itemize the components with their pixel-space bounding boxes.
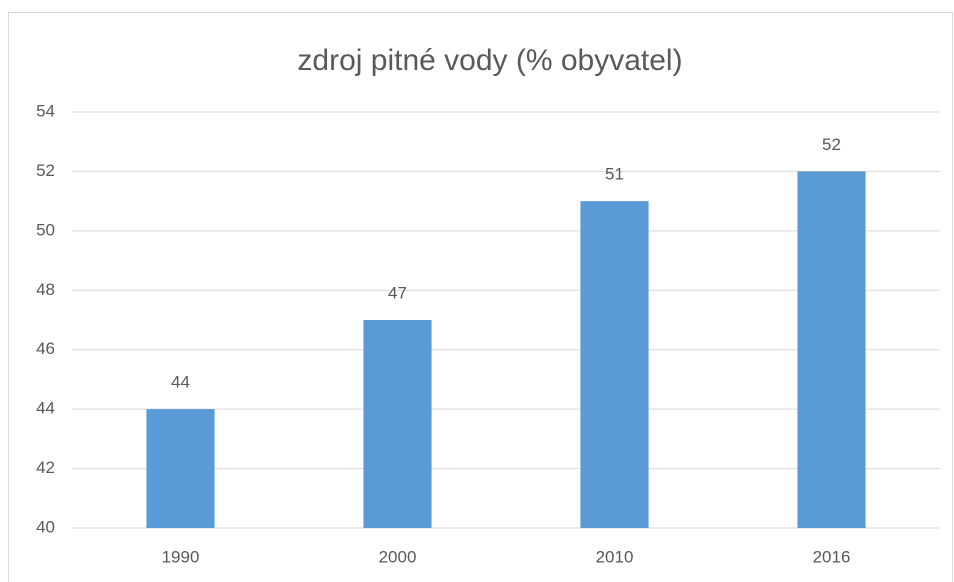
y-tick-label: 40 [36,517,55,536]
x-tick-label: 1990 [162,547,200,566]
chart-title: zdroj pitné vody (% obyvatel) [297,44,682,77]
bar [580,201,649,528]
x-tick-label: 2000 [379,547,417,566]
y-tick-label: 48 [36,280,55,299]
data-label: 52 [822,135,841,154]
y-tick-label: 50 [36,220,55,239]
y-tick-label: 44 [36,399,55,418]
y-tick-label: 52 [36,161,55,180]
data-label: 47 [388,283,407,302]
y-tick-label: 46 [36,339,55,358]
bar [363,320,432,528]
x-tick-label: 2016 [813,547,851,566]
data-label: 44 [171,373,190,392]
bar [146,409,215,528]
bar [797,171,866,528]
x-tick-label: 2010 [596,547,634,566]
y-tick-label: 54 [36,101,55,120]
data-label: 51 [605,165,624,184]
y-tick-label: 42 [36,458,55,477]
